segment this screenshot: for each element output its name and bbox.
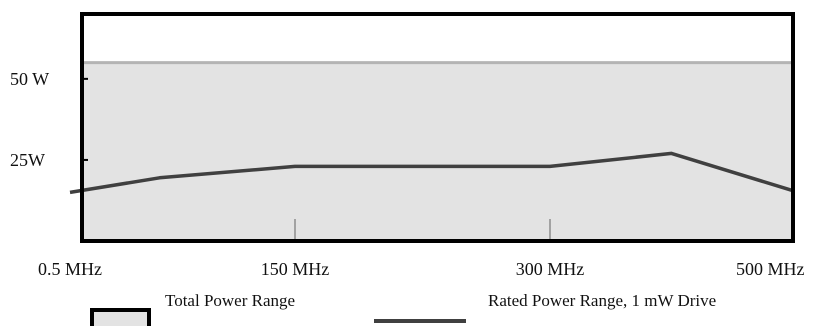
plot-frame [80,12,795,243]
legend-label-rated-power: Rated Power Range, 1 mW Drive [488,291,716,310]
x-tick-label: 0.5 MHz [38,259,102,279]
legend-label-total-power: Total Power Range [165,291,295,310]
y-tick-label: 50 W [10,69,49,89]
x-tick-label: 300 MHz [516,259,585,279]
legend-swatch-total-power [90,308,151,326]
x-tick-label: 150 MHz [261,259,330,279]
total-power-area [82,62,793,242]
y-tick-label: 25W [10,150,45,170]
x-tick-label: 500 MHz [736,259,805,279]
rated-power-line [69,151,794,195]
